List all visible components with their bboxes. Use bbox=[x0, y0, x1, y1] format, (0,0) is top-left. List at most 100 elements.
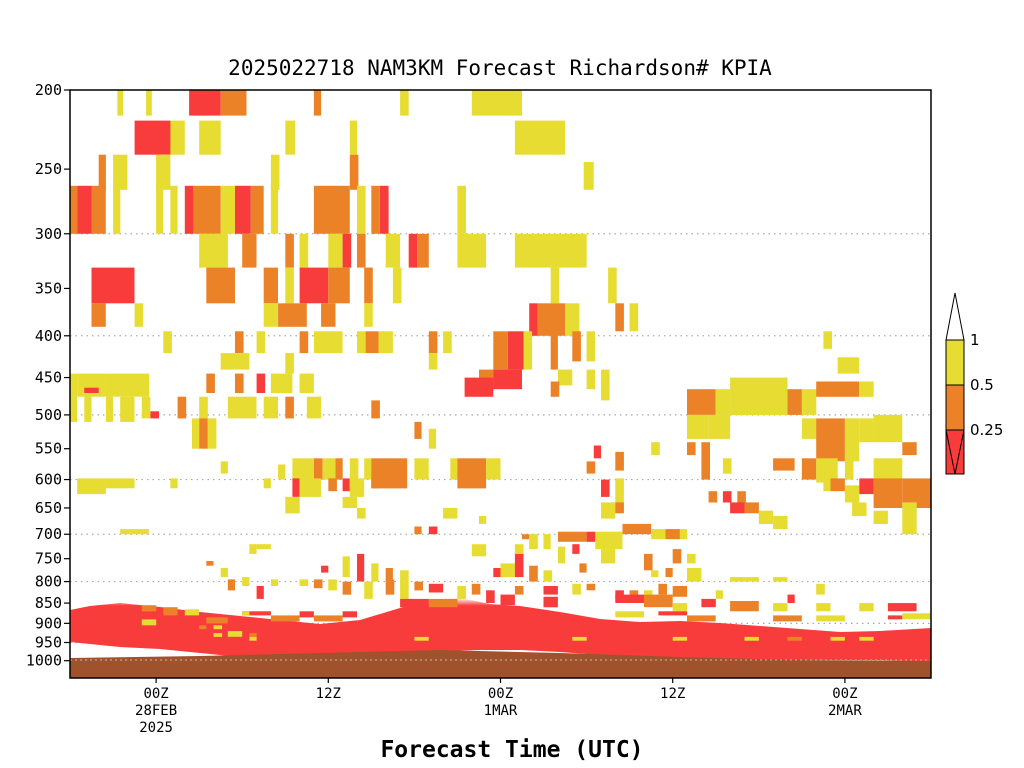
heatmap-cell bbox=[256, 373, 266, 393]
heatmap-cell bbox=[428, 428, 436, 449]
heatmap-cell bbox=[91, 303, 106, 327]
heatmap-cell bbox=[77, 185, 92, 234]
heatmap-cell bbox=[357, 331, 366, 354]
y-tick-label: 700 bbox=[35, 525, 62, 543]
heatmap-cell bbox=[479, 516, 487, 524]
heatmap-cell bbox=[270, 579, 279, 586]
heatmap-cell bbox=[105, 373, 149, 397]
heatmap-cell bbox=[270, 373, 293, 393]
heatmap-cell bbox=[837, 357, 860, 374]
heatmap-cell bbox=[457, 458, 487, 489]
heatmap-cell bbox=[371, 478, 380, 489]
heatmap-cell bbox=[572, 544, 580, 554]
heatmap-cell bbox=[189, 90, 221, 116]
heatmap-cell bbox=[400, 598, 429, 608]
heatmap-cell bbox=[615, 611, 644, 618]
heatmap-cell bbox=[414, 458, 429, 480]
heatmap-cell bbox=[644, 594, 673, 608]
heatmap-cell bbox=[263, 396, 278, 419]
legend-label: 0.5 bbox=[970, 376, 994, 394]
heatmap-cell bbox=[572, 331, 581, 362]
heatmap-cell bbox=[141, 619, 157, 626]
heatmap-cell bbox=[299, 611, 314, 618]
heatmap-cell bbox=[70, 185, 78, 234]
heatmap-cell bbox=[313, 579, 323, 589]
heatmap-cell bbox=[586, 331, 596, 362]
y-tick-label: 500 bbox=[35, 406, 62, 424]
heatmap-cell bbox=[299, 267, 329, 304]
heatmap-cell bbox=[117, 90, 124, 116]
heatmap-cell bbox=[400, 570, 409, 582]
heatmap-cell bbox=[543, 586, 558, 595]
heatmap-cell bbox=[213, 625, 223, 630]
heatmap-cell bbox=[263, 478, 271, 489]
heatmap-cell bbox=[715, 389, 731, 415]
heatmap-cell bbox=[199, 120, 221, 155]
legend-swatch bbox=[945, 339, 965, 386]
heatmap-cell bbox=[593, 445, 601, 459]
heatmap-cell bbox=[708, 491, 718, 503]
y-tick-label: 550 bbox=[35, 440, 62, 458]
heatmap-cell bbox=[583, 162, 594, 190]
heatmap-cell bbox=[364, 458, 372, 480]
heatmap-cell bbox=[357, 553, 365, 582]
y-tick-label: 800 bbox=[35, 573, 62, 591]
heatmap-cell bbox=[199, 396, 208, 419]
heatmap-cell bbox=[364, 267, 373, 304]
heatmap-cell bbox=[242, 577, 250, 586]
heatmap-cell bbox=[170, 185, 178, 234]
heatmap-cell bbox=[84, 396, 92, 422]
heatmap-cell bbox=[859, 418, 874, 443]
heatmap-cell bbox=[651, 529, 666, 540]
heatmap-cell bbox=[595, 531, 623, 550]
heatmap-cell bbox=[500, 563, 515, 578]
heatmap-cell bbox=[651, 442, 660, 456]
heatmap-cell bbox=[84, 387, 99, 393]
heatmap-cell bbox=[357, 233, 366, 268]
heatmap-cell bbox=[543, 534, 551, 550]
heatmap-cell bbox=[400, 581, 409, 599]
heatmap-cell bbox=[823, 331, 832, 349]
heatmap-cell bbox=[400, 90, 409, 116]
heatmap-cell bbox=[206, 617, 228, 624]
heatmap-cell bbox=[629, 303, 639, 332]
heatmap-cell bbox=[816, 615, 845, 622]
heatmap-cell bbox=[428, 598, 458, 608]
heatmap-cell bbox=[365, 331, 379, 354]
heatmap-cell bbox=[207, 418, 217, 449]
heatmap-cell bbox=[744, 636, 759, 641]
heatmap-cell bbox=[342, 233, 352, 268]
heatmap-cell bbox=[371, 563, 379, 582]
heatmap-cell bbox=[141, 396, 151, 419]
heatmap-cell bbox=[514, 120, 566, 155]
heatmap-cell bbox=[715, 590, 723, 599]
heatmap-cell bbox=[249, 633, 257, 637]
heatmap-cell bbox=[514, 553, 524, 578]
heatmap-cell bbox=[242, 611, 271, 616]
heatmap-cell bbox=[380, 185, 389, 234]
heatmap-cell bbox=[91, 267, 135, 304]
heatmap-cell bbox=[342, 611, 357, 618]
heatmap-cell bbox=[601, 479, 610, 497]
heatmap-cell bbox=[292, 478, 300, 497]
y-tick-label: 850 bbox=[35, 594, 62, 612]
heatmap-cell bbox=[193, 185, 221, 234]
heatmap-cell bbox=[120, 529, 149, 535]
heatmap-cell bbox=[146, 90, 152, 116]
heatmap-cell bbox=[270, 615, 300, 622]
legend-label: 0.25 bbox=[970, 421, 1003, 439]
y-tick-label: 300 bbox=[35, 225, 62, 243]
heatmap-cell bbox=[170, 633, 185, 637]
heatmap-cell bbox=[256, 544, 271, 550]
heatmap-cell bbox=[322, 458, 336, 480]
heatmap-cell bbox=[134, 120, 171, 155]
heatmap-cell bbox=[250, 185, 264, 234]
heatmap-cell bbox=[349, 478, 365, 497]
heatmap-cell bbox=[414, 636, 429, 641]
heatmap-cell bbox=[385, 233, 401, 268]
heatmap-cell bbox=[199, 625, 207, 630]
heatmap-cell bbox=[529, 303, 538, 336]
heatmap-cell bbox=[873, 478, 903, 508]
